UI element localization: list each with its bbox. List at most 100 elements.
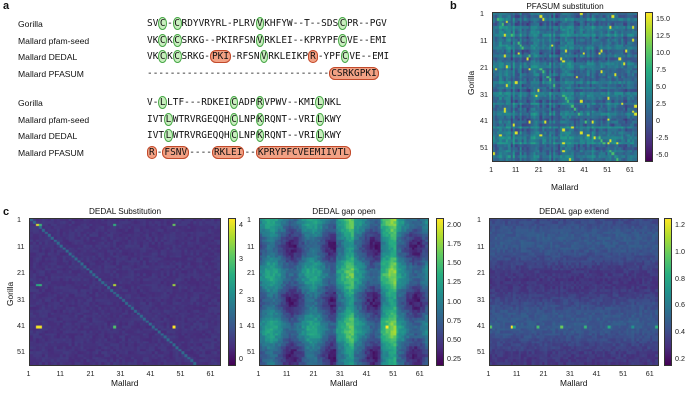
y-tick-label: 1 <box>247 215 251 225</box>
conserved-residue: C <box>338 17 347 30</box>
sequence-segment: LTF---RDKEI <box>167 97 230 108</box>
colorbar-tick-label: 1.50 <box>447 258 461 268</box>
x-tick-label: 1 <box>256 369 261 378</box>
colorbar-tick-label: 1.25 <box>447 277 461 287</box>
y-tick-label: 31 <box>17 294 25 304</box>
conserved-residue: C <box>229 129 239 142</box>
panel-letter-b: b <box>450 0 457 12</box>
colorbar-tick-label: 0.75 <box>447 315 461 325</box>
y-tick-label: 41 <box>480 116 488 126</box>
colorbar-tick-label: 0.6 <box>675 300 685 310</box>
colorbar-tick-label: -5.0 <box>656 150 669 159</box>
x-tick-label: 51 <box>176 369 185 378</box>
conserved-residue: L <box>164 129 173 142</box>
sequence-segment: SV <box>147 18 159 29</box>
colorbar-tick-label: 12.5 <box>656 31 670 40</box>
colorbar-tick-label: 5.0 <box>656 82 666 91</box>
x-tick-label: 1 <box>489 165 494 174</box>
alignment-sequence: VK C K C SRKG--PKIRFSN V RKLEI--KPRYPF C VE--EMI <box>147 33 387 47</box>
conserved-residue: L <box>315 112 325 126</box>
colorbar-tick-label: 0.8 <box>675 273 685 283</box>
sequence-segment: IVT <box>147 113 165 125</box>
heatmap-xlabel: Mallard <box>111 378 139 388</box>
heatmap-title: DEDAL gap extend <box>539 207 609 216</box>
y-tick-label: 51 <box>477 347 485 357</box>
colorbar-tick-label: 10.0 <box>656 48 670 57</box>
x-tick-label: 61 <box>415 369 424 378</box>
sequence-segment: K <box>167 34 173 46</box>
y-tick-label: 1 <box>477 215 481 225</box>
y-tick-label: 1 <box>480 9 484 19</box>
conserved-residue: L <box>315 96 325 109</box>
heatmap-title: DEDAL gap open <box>312 207 376 216</box>
colorbar-tick-label: 2 <box>239 287 243 296</box>
x-tick-label: 21 <box>539 369 548 378</box>
alignment-sequence: VK C K C SRKG- PKI -RFSN V RKLEIKP R -YPF C VE--EMI <box>147 50 389 63</box>
colorbar-tick-label: 3 <box>239 253 243 263</box>
conserved-residue: C <box>158 50 168 63</box>
aligned-fragment: FSNV <box>162 145 190 159</box>
x-tick-label: 31 <box>336 369 345 378</box>
sequence-segment: KHFYW--T--SDS <box>264 18 339 29</box>
conserved-residue: C <box>172 17 182 30</box>
alignment-sequence: R - FSNV ---- RKLEI -- KPRYPFCVEEMIIVTL <box>147 145 351 159</box>
conserved-residue: L <box>164 112 173 126</box>
y-tick-label: 21 <box>17 268 25 278</box>
x-tick-label: 21 <box>86 369 95 378</box>
heatmap-xlabel: Mallard <box>560 378 588 388</box>
pfasum-ylabel: Gorilla <box>466 70 476 95</box>
sequence-segment: WTRVRGEQQH <box>172 130 230 141</box>
y-tick-label: 11 <box>477 241 485 251</box>
x-tick-label: 41 <box>146 369 155 378</box>
conserved-residue: C <box>229 96 239 109</box>
x-tick-label: 41 <box>592 369 601 378</box>
heatmap-colorbar <box>228 218 236 366</box>
y-tick-label: 11 <box>247 241 255 251</box>
x-tick-label: 51 <box>603 165 612 174</box>
alignment-sequence: -------------------------------- CSRKGPKI <box>147 66 379 80</box>
colorbar-tick-label: 1.00 <box>447 296 461 306</box>
y-tick-label: 31 <box>480 89 488 99</box>
x-tick-label: 41 <box>580 165 589 174</box>
sequence-segment: KWY <box>324 113 342 125</box>
conserved-residue: C <box>338 33 347 47</box>
aligned-fragment: R <box>147 145 157 159</box>
colorbar-tick-label: 7.5 <box>656 65 666 74</box>
sequence-segment: -YPF <box>317 51 341 62</box>
y-tick-label: 51 <box>247 347 255 357</box>
conserved-residue: C <box>340 50 350 63</box>
x-tick-label: 31 <box>557 165 566 174</box>
sequence-segment: RQNT--VRI <box>264 130 316 141</box>
heatmap-colorbar <box>664 218 672 366</box>
colorbar-tick-label: 1.2 <box>675 220 685 229</box>
colorbar-tick-label: 0.25 <box>447 354 461 363</box>
colorbar-tick-label: 15.0 <box>656 14 670 23</box>
sequence-segment: -RFSN <box>231 51 260 62</box>
y-tick-label: 21 <box>480 62 488 72</box>
sequence-segment: RQNT--VRI <box>264 113 316 125</box>
heatmap-xlabel: Mallard <box>330 378 358 388</box>
conserved-residue: V <box>259 50 269 63</box>
x-tick-label: 51 <box>389 369 398 378</box>
conserved-residue: C <box>158 33 168 47</box>
x-tick-label: 61 <box>645 369 654 378</box>
y-tick-label: 21 <box>247 268 255 278</box>
conserved-residue: R <box>255 96 265 109</box>
aligned-fragment: RKLEI <box>211 145 245 159</box>
y-tick-label: 21 <box>477 268 485 278</box>
sequence-segment: LNP <box>238 113 256 125</box>
colorbar-tick-label: 0 <box>656 116 660 125</box>
aligned-fragment: PKI <box>209 50 232 63</box>
conserved-residue: C <box>172 33 182 47</box>
alignment-label: Mallard PFASUM <box>18 147 84 158</box>
colorbar-tick-label: 1.75 <box>447 239 461 249</box>
x-tick-label: 11 <box>512 369 521 378</box>
sequence-segment: VK <box>147 51 159 62</box>
conserved-residue: C <box>158 17 168 30</box>
heatmap-canvas <box>29 218 221 366</box>
x-tick-label: 61 <box>206 369 215 378</box>
sequence-segment: VK <box>147 34 159 46</box>
x-tick-label: 31 <box>566 369 575 378</box>
y-tick-label: 41 <box>247 321 255 331</box>
x-tick-label: 11 <box>282 369 291 378</box>
